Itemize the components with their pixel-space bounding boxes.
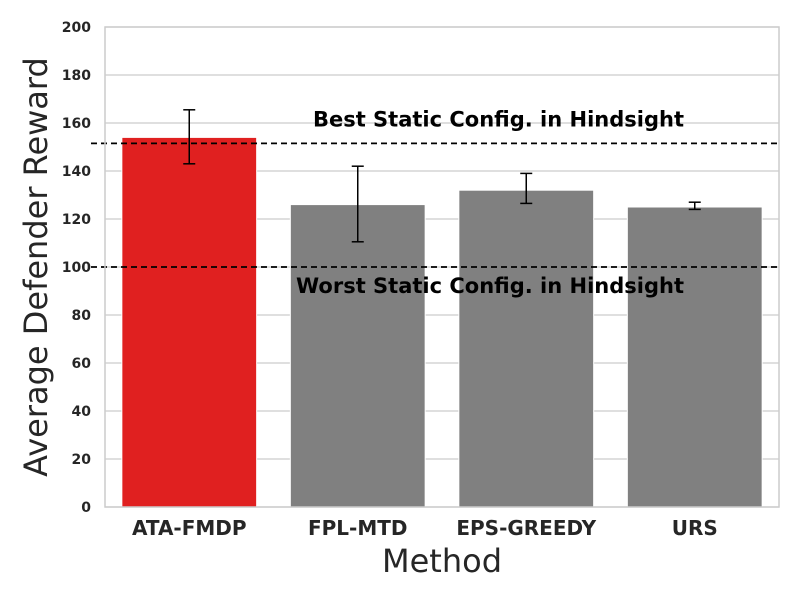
reference-lines: Best Static Config. in Hindsight Worst St… (91, 107, 779, 298)
x-tick-label: FPL-MTD (308, 516, 408, 540)
bars (121, 136, 763, 508)
x-axis-title: Method (382, 542, 502, 580)
bar-urs (626, 206, 763, 508)
reference-line-label: Best Static Config. in Hindsight (313, 107, 684, 131)
y-axis-title: Average Defender Reward (17, 57, 55, 477)
x-tick-label: ATA-FMDP (132, 516, 247, 540)
y-tick-labels: 0 20 40 60 80 100 120 140 160 180 200 (62, 20, 91, 516)
error-bar-ata-fmdp (183, 109, 196, 165)
y-tick-label: 20 (72, 452, 92, 468)
y-tick-label: 100 (62, 260, 91, 276)
bar-eps-greedy (458, 189, 595, 508)
plot-frame (104, 26, 780, 508)
y-tick-label: 200 (62, 20, 91, 36)
y-tick-label: 40 (72, 404, 92, 420)
y-tick-label: 160 (62, 116, 91, 132)
y-tick-label: 140 (62, 164, 91, 180)
y-tick-label: 120 (62, 212, 91, 228)
bar-fpl-mtd (289, 204, 426, 508)
error-bar-fpl-mtd (351, 165, 364, 243)
error-bar-eps-greedy (520, 172, 533, 205)
y-tick-label: 80 (72, 308, 92, 324)
bar-ata-fmdp (121, 136, 258, 508)
reference-line-label: Worst Static Config. in Hindsight (296, 274, 684, 298)
x-tick-labels: ATA-FMDP FPL-MTD EPS-GREEDY URS (132, 516, 718, 540)
y-tick-label: 0 (81, 500, 91, 516)
y-tick-label: 180 (62, 68, 91, 84)
x-tick-label: URS (672, 516, 718, 540)
x-tick-label: EPS-GREEDY (456, 516, 596, 540)
y-tick-label: 60 (72, 356, 92, 372)
error-bar-urs (688, 201, 701, 211)
error-bars (183, 109, 701, 243)
